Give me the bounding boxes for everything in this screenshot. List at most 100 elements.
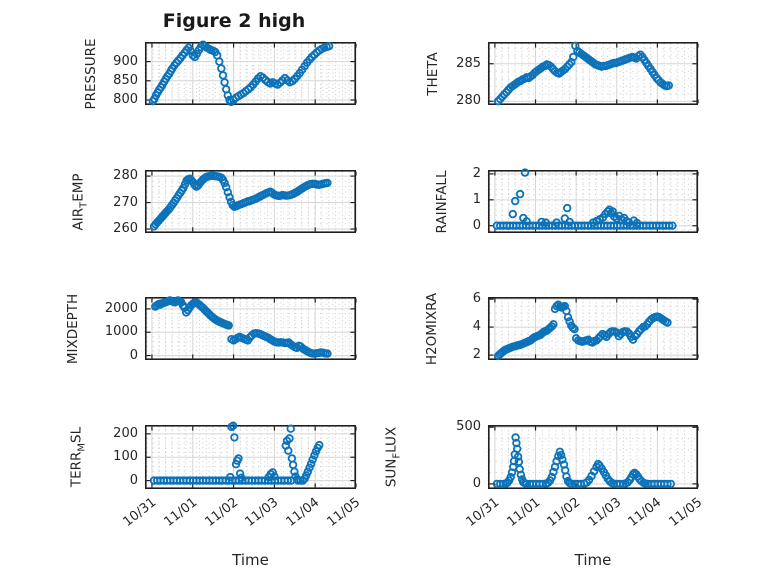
data-point bbox=[565, 217, 574, 227]
x-tick-label: 11/04 bbox=[283, 495, 323, 530]
x-tick-label: 11/03 bbox=[585, 495, 625, 530]
data-point bbox=[668, 221, 677, 230]
data-point bbox=[506, 472, 515, 482]
plot-theta bbox=[487, 41, 699, 106]
y-tick-label: 500 bbox=[456, 419, 481, 434]
y-axis-label-h2omixra: H2OMIXRA bbox=[424, 292, 440, 365]
plot-sun_flux bbox=[487, 425, 699, 490]
data-point bbox=[270, 472, 279, 481]
y-tick-label: 0 bbox=[472, 218, 481, 233]
y-tick-label: 6 bbox=[472, 291, 481, 306]
data-point bbox=[268, 468, 277, 477]
data-point bbox=[508, 209, 517, 219]
data-point bbox=[288, 460, 298, 470]
y-tick-label: 2000 bbox=[104, 301, 138, 316]
data-point bbox=[547, 472, 556, 482]
data-point bbox=[315, 440, 324, 450]
data-point bbox=[225, 193, 234, 202]
data-point bbox=[556, 450, 566, 460]
data-point bbox=[560, 301, 569, 311]
data-point bbox=[511, 433, 520, 442]
y-axis-label-sun_flux: SUNFLUX bbox=[383, 426, 403, 488]
data-point bbox=[608, 207, 617, 216]
y-tick-label: 260 bbox=[113, 221, 138, 236]
data-point bbox=[217, 64, 226, 73]
data-point bbox=[538, 479, 547, 489]
data-point bbox=[541, 218, 550, 227]
data-point bbox=[226, 472, 235, 482]
y-tick-label: 1 bbox=[472, 192, 481, 207]
axes-border bbox=[488, 425, 698, 490]
x-tick-label: 11/01 bbox=[504, 495, 544, 530]
data-point bbox=[224, 321, 233, 330]
data-point bbox=[562, 472, 571, 481]
data-point bbox=[220, 78, 229, 87]
x-tick-label: 10/31 bbox=[463, 495, 503, 530]
y-tick-label: 285 bbox=[456, 56, 481, 71]
data-point bbox=[221, 183, 231, 192]
data-point bbox=[511, 196, 520, 206]
y-tick-label: 280 bbox=[456, 93, 481, 108]
y-axis-label-pressure: PRESSURE bbox=[83, 38, 99, 109]
data-point bbox=[549, 467, 558, 477]
data-point bbox=[563, 313, 573, 322]
x-tick-label: 11/01 bbox=[161, 495, 201, 530]
axes-border bbox=[145, 297, 356, 361]
data-point bbox=[323, 349, 332, 358]
axes-border bbox=[488, 42, 698, 106]
y-tick-label: 850 bbox=[113, 73, 138, 88]
data-point bbox=[537, 217, 546, 227]
data-point bbox=[306, 459, 316, 468]
y-tick-label: 100 bbox=[113, 449, 138, 464]
data-point bbox=[223, 91, 232, 100]
y-tick-label: 800 bbox=[113, 92, 138, 107]
data-point bbox=[283, 476, 292, 485]
data-point bbox=[324, 41, 334, 51]
axes-border bbox=[145, 42, 356, 106]
data-point bbox=[515, 189, 525, 199]
y-axis-label-mixdepth: MIXDEPTH bbox=[65, 293, 81, 364]
plot-terr_msl bbox=[144, 421, 357, 490]
data-point bbox=[513, 452, 523, 461]
y-axis-label-terr_msl: TERRMSL bbox=[68, 426, 88, 488]
data-point bbox=[235, 469, 245, 478]
figure-title: Figure 2 high bbox=[162, 10, 306, 32]
x-tick-label: 10/31 bbox=[120, 495, 160, 530]
axes-border bbox=[488, 170, 698, 234]
data-point bbox=[562, 203, 572, 213]
data-point bbox=[520, 168, 530, 177]
x-tick-label: 11/02 bbox=[544, 495, 584, 530]
data-point bbox=[323, 178, 332, 188]
data-point bbox=[522, 217, 531, 226]
axes-border bbox=[145, 425, 356, 490]
data-point bbox=[513, 444, 522, 453]
data-point bbox=[630, 332, 640, 341]
data-point bbox=[190, 180, 199, 190]
plot-rainfall bbox=[487, 168, 699, 234]
data-point bbox=[640, 322, 650, 331]
data-point bbox=[220, 178, 229, 188]
x-tick-label: 11/05 bbox=[666, 495, 706, 530]
y-tick-label: 0 bbox=[129, 473, 138, 488]
data-point bbox=[569, 52, 578, 62]
data-point bbox=[287, 454, 297, 463]
y-tick-label: 270 bbox=[113, 195, 138, 210]
plot-mixdepth bbox=[144, 296, 357, 361]
y-tick-label: 0 bbox=[129, 348, 138, 363]
data-point bbox=[565, 317, 574, 326]
y-tick-label: 280 bbox=[113, 168, 138, 183]
data-point bbox=[632, 218, 642, 228]
data-point bbox=[666, 479, 675, 489]
x-tick-label: 11/02 bbox=[202, 495, 242, 530]
data-point bbox=[218, 71, 228, 80]
x-tick-label: 11/04 bbox=[625, 495, 665, 530]
plot-air_temp bbox=[144, 170, 357, 234]
x-axis-label-right: Time bbox=[574, 551, 612, 569]
x-axis-label-left: Time bbox=[232, 551, 269, 569]
data-point bbox=[622, 327, 632, 336]
y-tick-label: 4 bbox=[472, 319, 481, 334]
data-point bbox=[549, 320, 558, 329]
data-point bbox=[237, 473, 246, 482]
data-point bbox=[664, 81, 673, 90]
data-point bbox=[234, 454, 243, 463]
